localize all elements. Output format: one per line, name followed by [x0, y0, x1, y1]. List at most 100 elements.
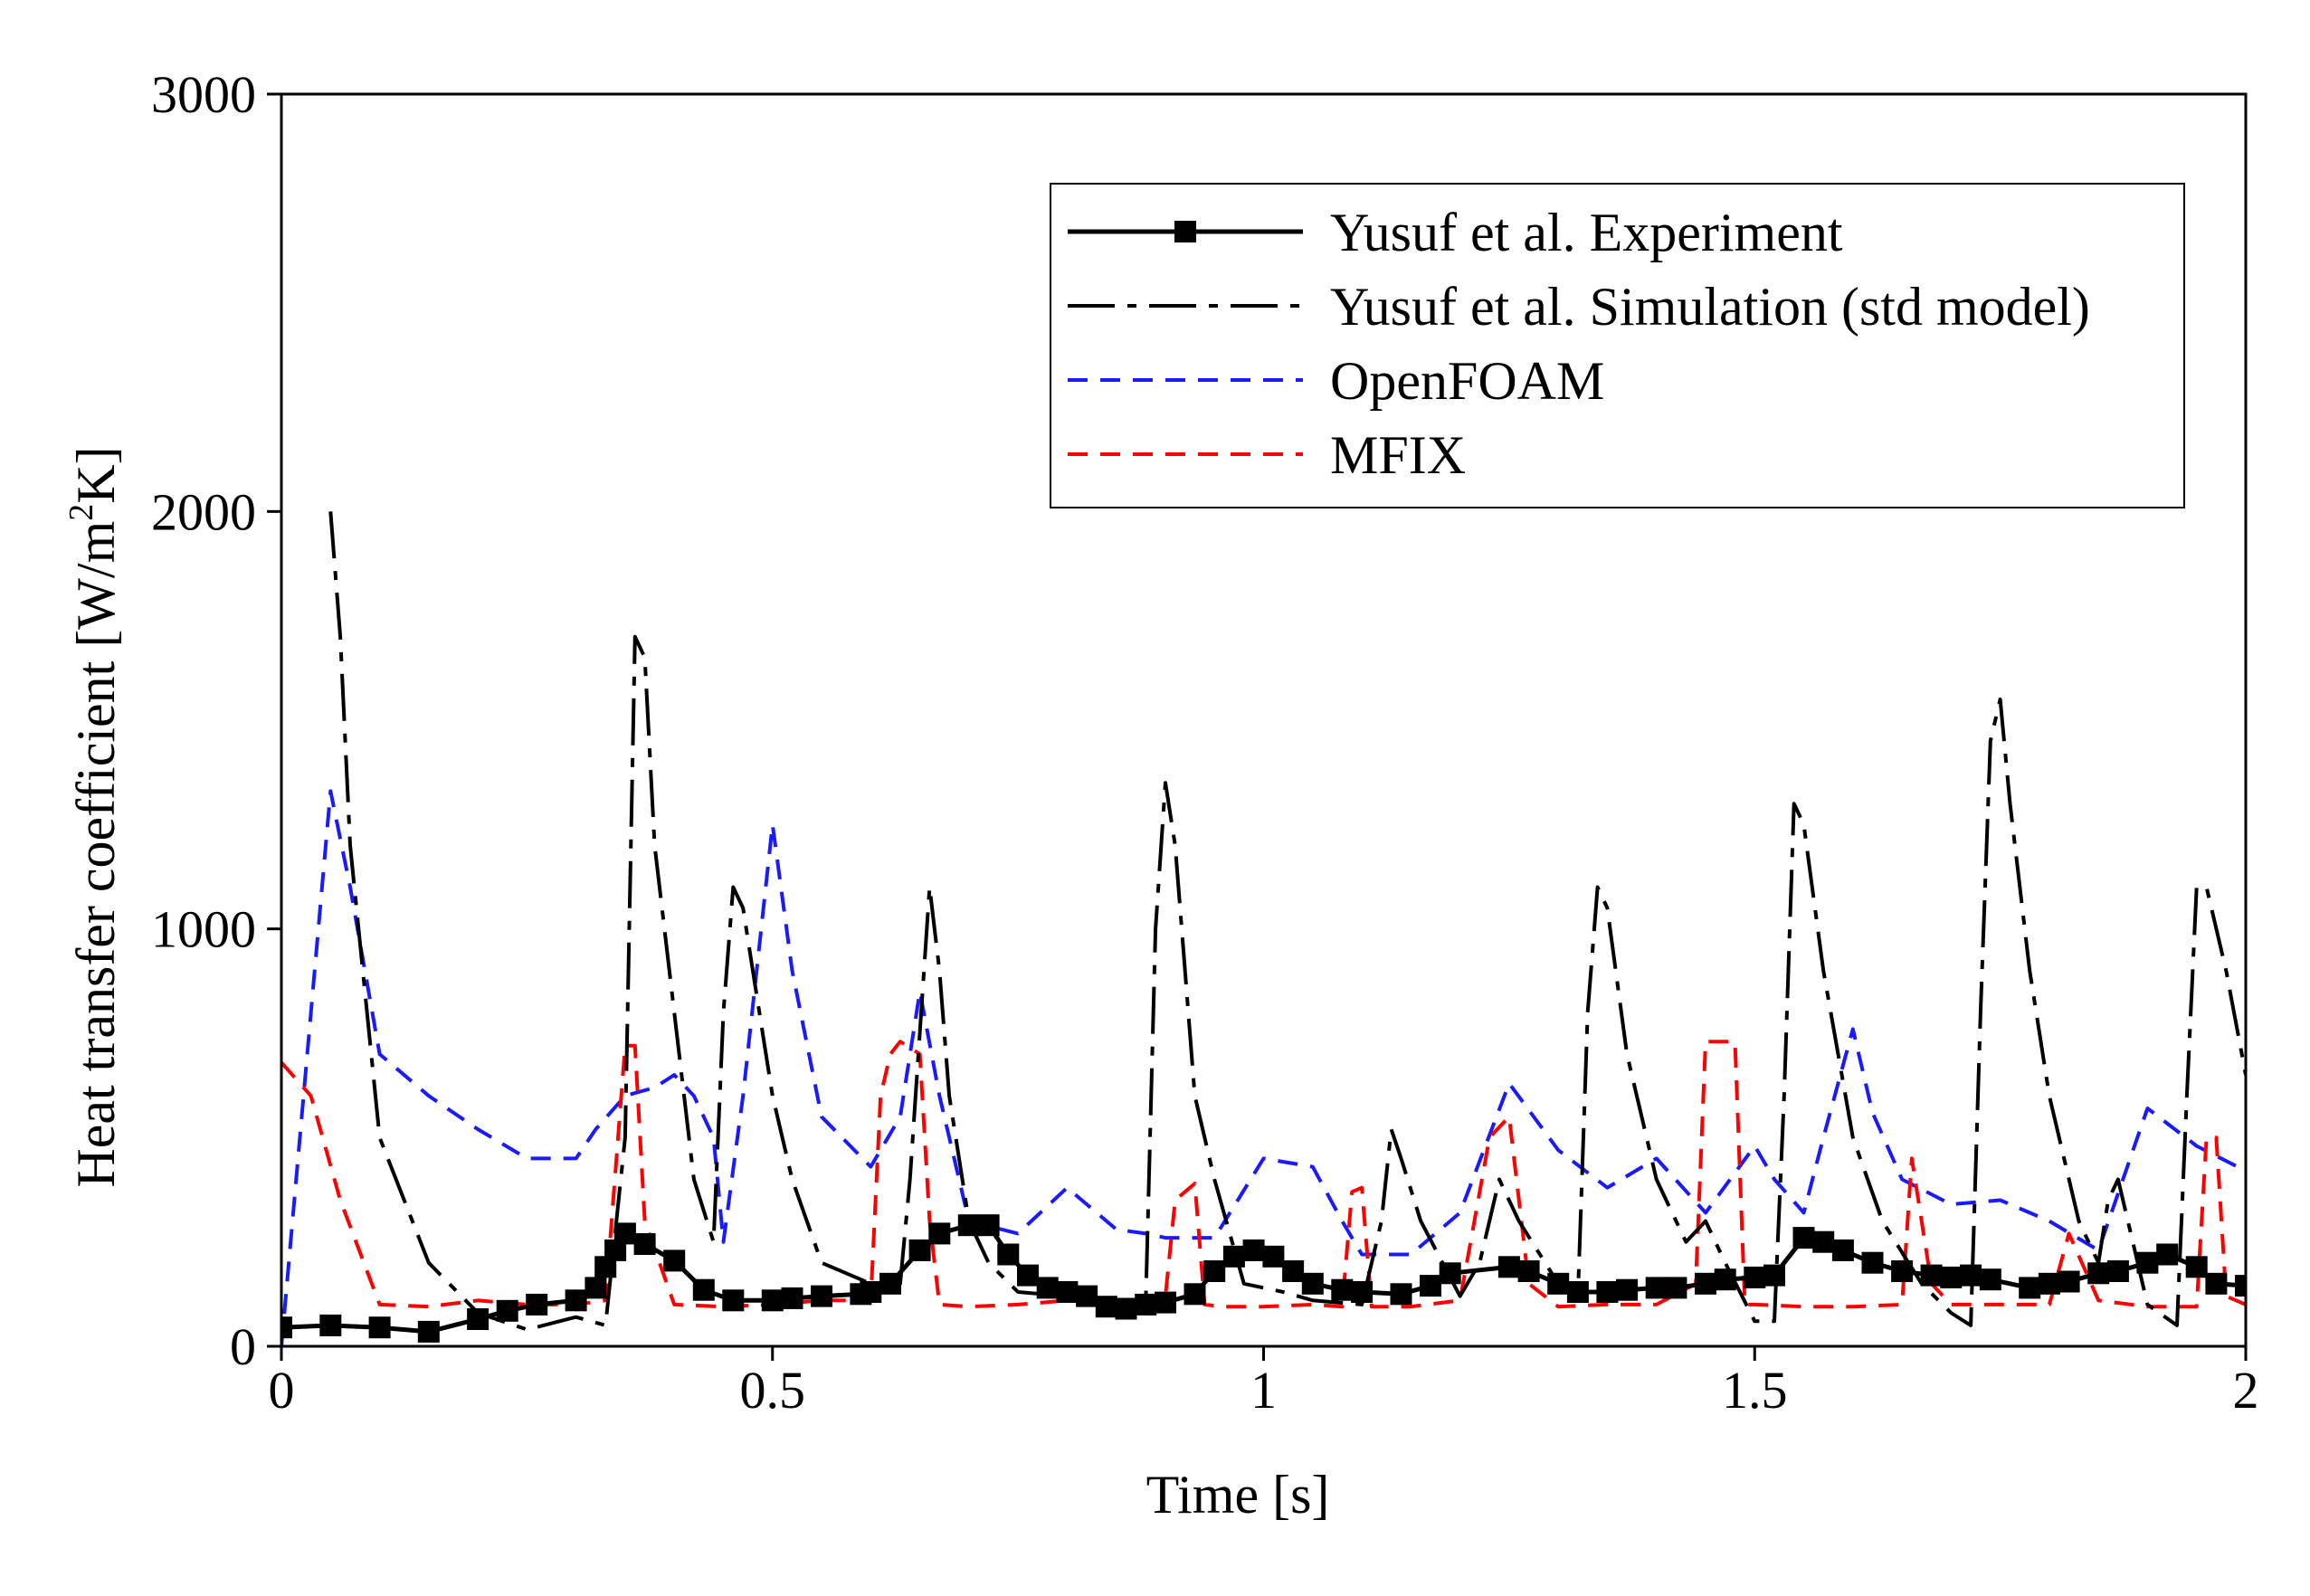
- experiment-marker: [496, 1299, 518, 1322]
- legend-item-experiment: Yusuf et al. Experiment: [1068, 203, 1843, 262]
- experiment-marker: [761, 1289, 784, 1312]
- legend-label-simulation: Yusuf et al. Simulation (std model): [1330, 277, 2090, 337]
- experiment-marker: [467, 1308, 490, 1330]
- experiment-marker: [1497, 1256, 1520, 1278]
- legend-item-openfoam: OpenFOAM: [1068, 351, 1604, 411]
- experiment-marker: [319, 1314, 342, 1336]
- experiment-marker: [692, 1278, 715, 1301]
- y-tick-label: 2000: [151, 482, 256, 541]
- experiment-marker: [417, 1320, 440, 1343]
- experiment-marker: [1920, 1264, 1943, 1287]
- series-line-yusuf-et-al-simulation-std-model: [328, 511, 2246, 1332]
- legend: Yusuf et al. Experiment Yusuf et al. Sim…: [1050, 183, 2185, 508]
- experiment-marker: [1420, 1275, 1441, 1297]
- experiment-marker: [565, 1289, 587, 1312]
- experiment-marker: [2106, 1260, 2129, 1282]
- experiment-marker: [1831, 1239, 1854, 1261]
- experiment-marker: [997, 1243, 1020, 1266]
- legend-label-mfix: MFIX: [1330, 425, 1466, 485]
- experiment-marker: [2235, 1275, 2246, 1297]
- experiment-marker: [1390, 1283, 1412, 1306]
- x-tick-label: 1.5: [1722, 1361, 1788, 1420]
- legend-label-openfoam: OpenFOAM: [1330, 351, 1604, 411]
- legend-item-mfix: MFIX: [1068, 425, 1466, 485]
- experiment-marker: [811, 1285, 832, 1307]
- experiment-marker: [1203, 1260, 1226, 1282]
- experiment-marker: [1566, 1281, 1589, 1303]
- y-axis-title-superscript: 2: [62, 504, 100, 521]
- axes: 0 0.5 1 1.5 2 0 1000 2000 3000: [151, 65, 2259, 1420]
- experiment-marker: [1155, 1291, 1176, 1314]
- experiment-marker: [1645, 1277, 1668, 1299]
- experiment-marker: [1812, 1230, 1835, 1253]
- experiment-marker: [1017, 1264, 1039, 1287]
- experiment-marker: [1792, 1227, 1815, 1249]
- y-tick-label: 1000: [151, 900, 256, 959]
- experiment-marker: [722, 1289, 745, 1312]
- legend-marker-experiment: [1174, 221, 1196, 242]
- experiment-marker: [1439, 1262, 1461, 1285]
- experiment-marker: [1331, 1278, 1354, 1301]
- experiment-marker: [1517, 1260, 1540, 1282]
- experiment-marker: [663, 1249, 686, 1272]
- plot-area: [281, 511, 2246, 1347]
- experiment-marker: [585, 1277, 607, 1299]
- x-tick-label: 1: [1250, 1361, 1277, 1420]
- experiment-marker: [1665, 1277, 1687, 1299]
- experiment-marker: [368, 1316, 391, 1339]
- experiment-marker: [1763, 1264, 1785, 1287]
- experiment-marker: [957, 1214, 980, 1237]
- experiment-marker: [526, 1293, 548, 1316]
- experiment-marker: [1744, 1266, 1766, 1288]
- experiment-marker: [2038, 1272, 2060, 1295]
- experiment-marker: [1301, 1272, 1324, 1295]
- experiment-marker: [781, 1287, 803, 1309]
- y-axis-title: Heat transfer coefficient [W/m2K]: [62, 446, 126, 1187]
- experiment-marker: [1979, 1268, 2001, 1291]
- legend-label-experiment: Yusuf et al. Experiment: [1330, 203, 1843, 262]
- x-tick-label: 0.5: [740, 1361, 806, 1420]
- experiment-marker: [1076, 1285, 1098, 1307]
- experiment-marker: [1135, 1293, 1157, 1316]
- experiment-marker: [2058, 1270, 2080, 1293]
- experiment-marker: [1184, 1283, 1206, 1306]
- y-axis-title-unit: K]: [66, 446, 126, 503]
- experiment-marker: [2019, 1277, 2041, 1299]
- series-line-openfoam: [281, 789, 2246, 1347]
- x-axis-title: Time [s]: [1146, 1465, 1330, 1525]
- x-tick-label: 0: [269, 1361, 295, 1420]
- x-tick-label: 2: [2233, 1361, 2259, 1420]
- y-axis-title-main: Heat transfer coefficient [W/m: [66, 521, 126, 1188]
- experiment-marker: [1242, 1239, 1265, 1261]
- y-tick-label: 0: [230, 1317, 256, 1376]
- experiment-marker: [908, 1239, 931, 1261]
- experiment-marker: [1547, 1272, 1570, 1295]
- experiment-marker: [1596, 1281, 1619, 1303]
- experiment-marker: [1960, 1264, 1982, 1287]
- experiment-marker: [1036, 1277, 1059, 1299]
- experiment-marker: [977, 1214, 1000, 1237]
- experiment-marker: [2087, 1262, 2110, 1285]
- experiment-marker: [860, 1281, 882, 1303]
- experiment-marker: [2185, 1256, 2208, 1278]
- experiment-marker: [1714, 1268, 1736, 1291]
- experiment-marker: [1222, 1245, 1245, 1268]
- experiment-marker: [1351, 1281, 1374, 1303]
- experiment-marker: [633, 1233, 656, 1255]
- experiment-marker: [1282, 1260, 1305, 1282]
- experiment-marker: [879, 1272, 901, 1295]
- experiment-marker: [928, 1222, 951, 1245]
- experiment-marker: [1861, 1251, 1884, 1274]
- experiment-marker: [1262, 1245, 1285, 1268]
- experiment-marker: [613, 1222, 636, 1245]
- experiment-marker: [1095, 1296, 1117, 1318]
- y-tick-label: 3000: [151, 65, 256, 124]
- experiment-marker: [2136, 1251, 2159, 1274]
- experiment-marker: [1940, 1266, 1963, 1288]
- experiment-marker: [1616, 1278, 1639, 1301]
- experiment-marker: [2156, 1243, 2179, 1266]
- experiment-marker: [1695, 1272, 1716, 1295]
- experiment-marker: [2205, 1272, 2228, 1295]
- experiment-marker: [1056, 1281, 1079, 1303]
